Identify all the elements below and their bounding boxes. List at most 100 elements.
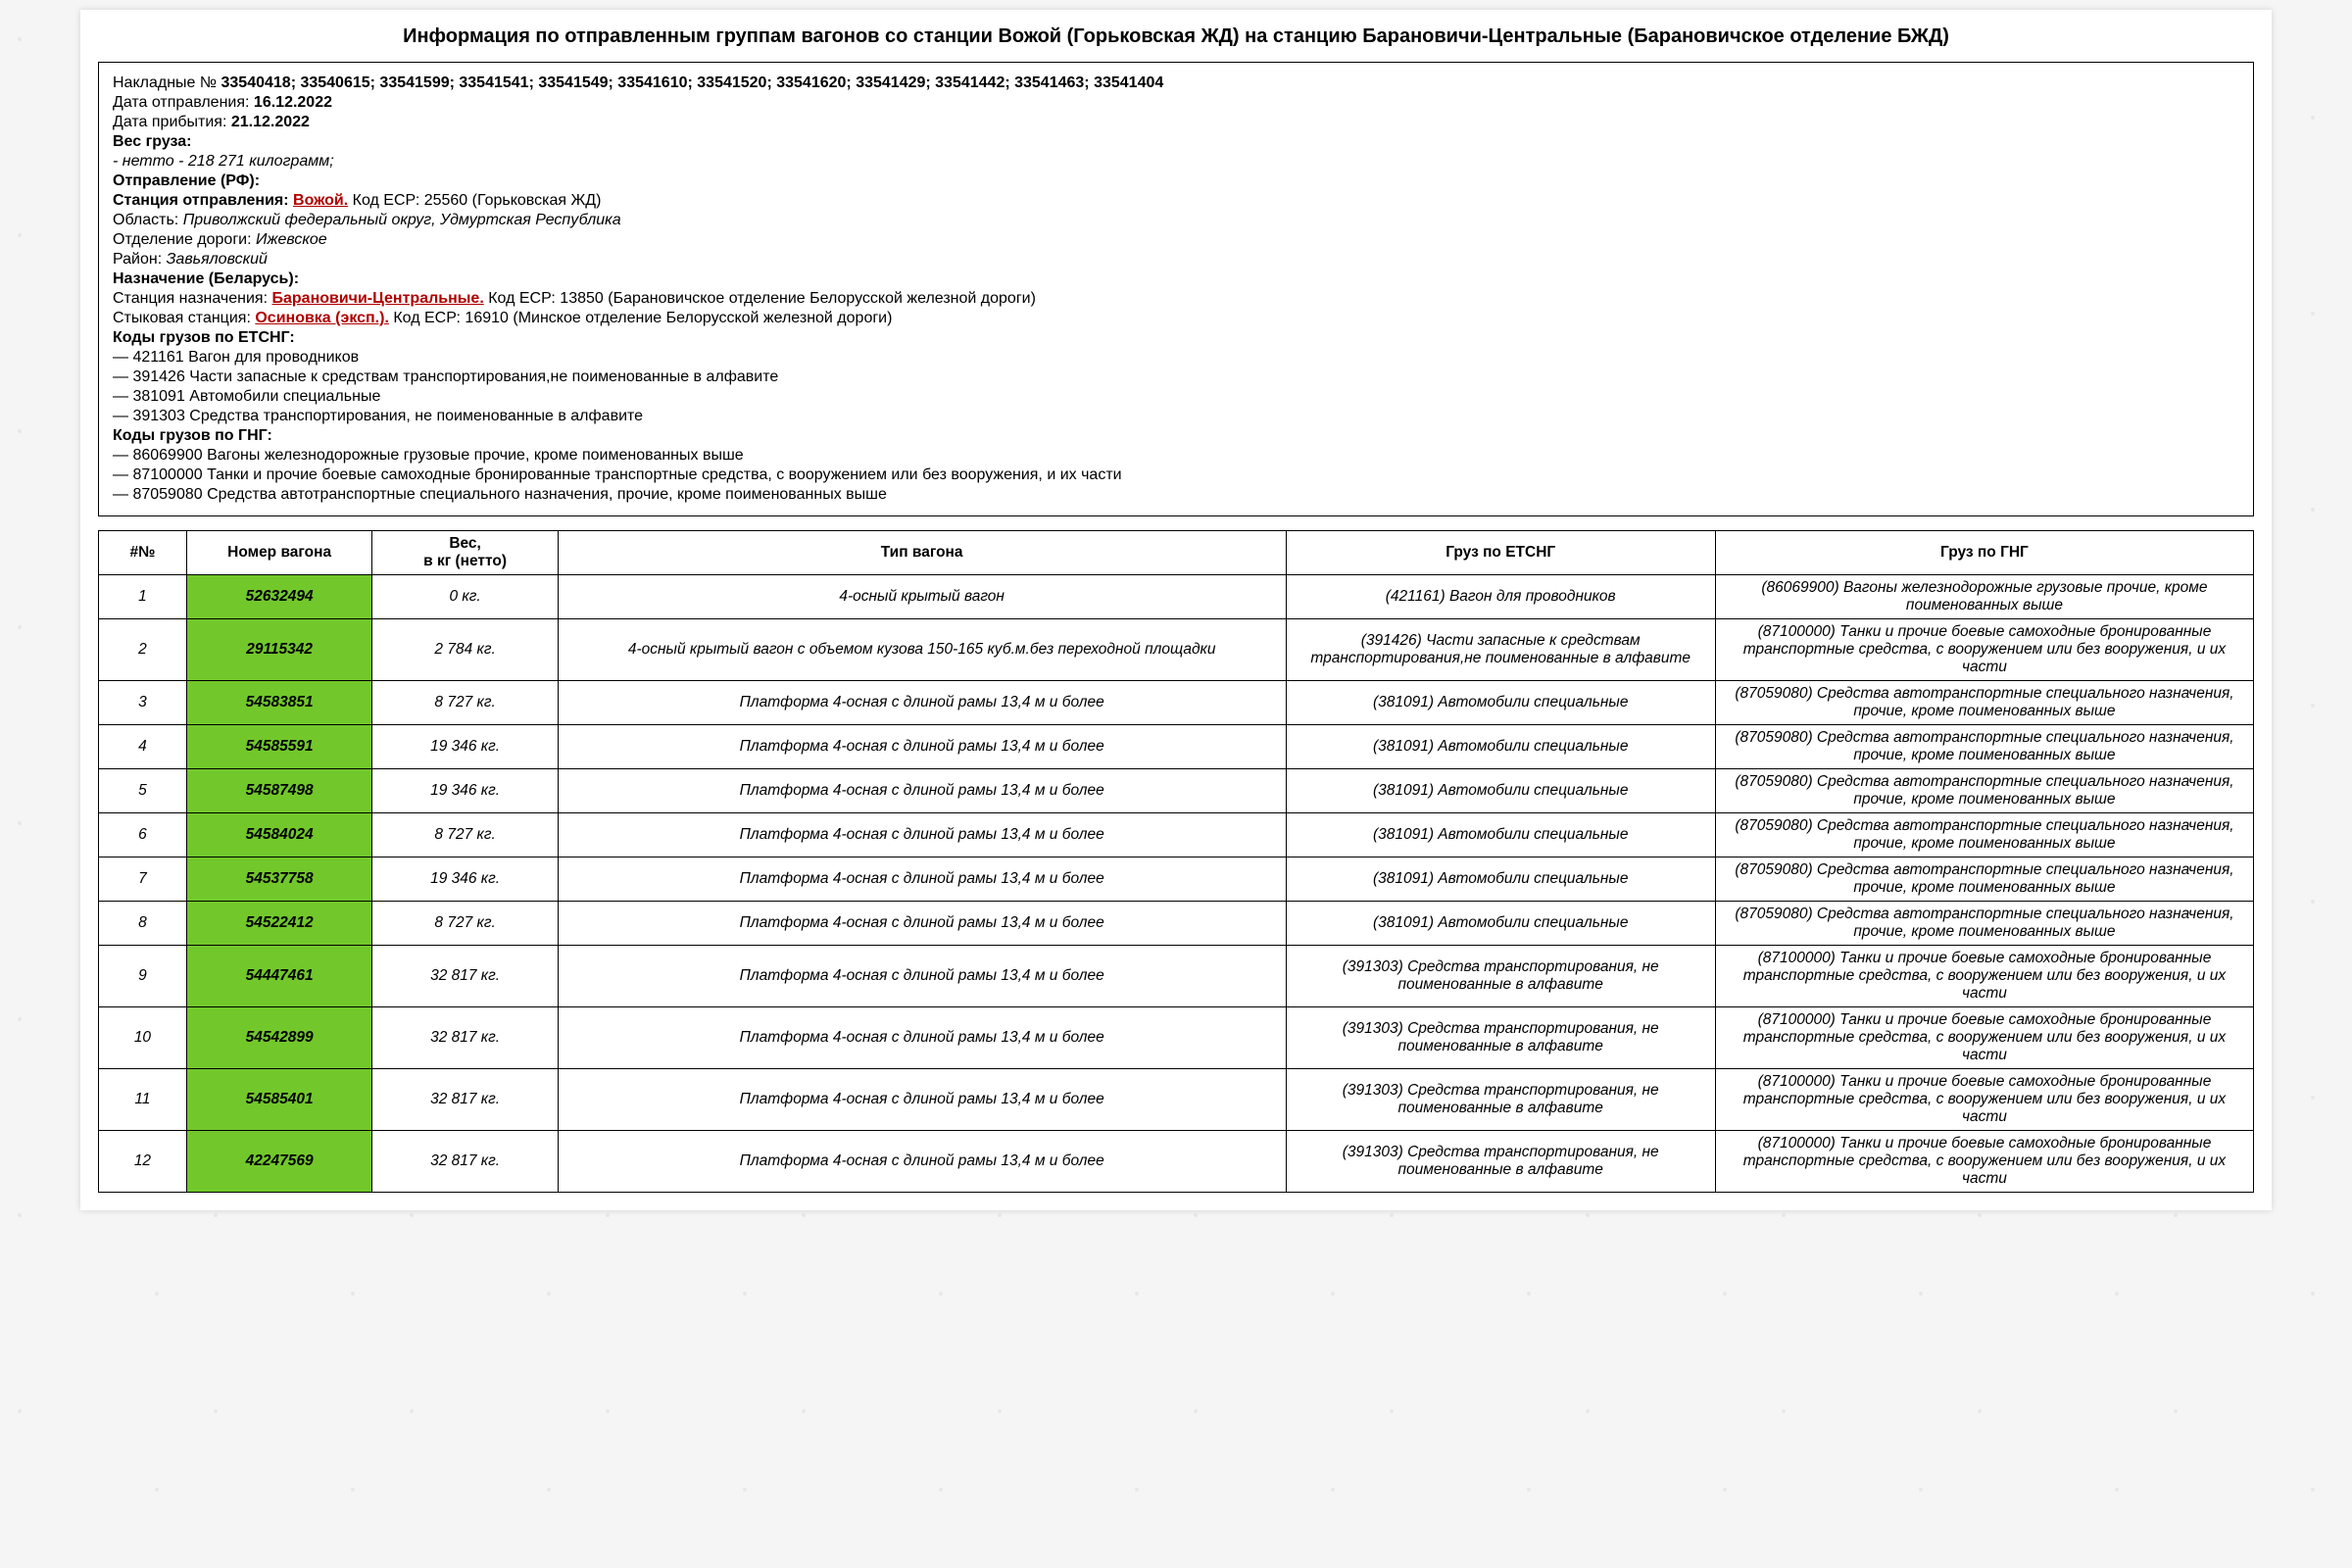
dest-station-link[interactable]: Барановичи-Центральные. bbox=[272, 290, 484, 307]
cell-gng: (87100000) Танки и прочие боевые самоход… bbox=[1715, 1131, 2253, 1193]
dep-date-label: Дата отправления: bbox=[113, 94, 249, 111]
origin-district-line: Район: Завьяловский bbox=[113, 251, 2239, 269]
origin-branch-label: Отделение дороги: bbox=[113, 231, 252, 248]
gng-code-item: — 87100000 Танки и прочие боевые самоход… bbox=[113, 466, 2239, 484]
origin-station-link[interactable]: Вожой. bbox=[293, 192, 348, 209]
table-row: 95444746132 817 кг.Платформа 4-осная с д… bbox=[99, 946, 2254, 1007]
waybills-line: Накладные № 33540418; 33540615; 33541599… bbox=[113, 74, 2239, 92]
origin-branch-line: Отделение дороги: Ижевское bbox=[113, 231, 2239, 249]
origin-header: Отправление (РФ): bbox=[113, 172, 2239, 190]
col-etsng: Груз по ЕТСНГ bbox=[1286, 531, 1715, 575]
junction-line: Стыковая станция: Осиновка (эксп.). Код … bbox=[113, 310, 2239, 327]
cell-index: 6 bbox=[99, 813, 187, 858]
cell-wagon-number: 54587498 bbox=[186, 769, 371, 813]
dep-date-value: 16.12.2022 bbox=[254, 94, 332, 111]
etsng-code-item: — 391426 Части запасные к средствам тран… bbox=[113, 368, 2239, 386]
gng-header: Коды грузов по ГНГ: bbox=[113, 427, 2239, 445]
cell-type: Платформа 4-осная с длиной рамы 13,4 м и… bbox=[558, 813, 1286, 858]
col-wagon: Номер вагона bbox=[186, 531, 371, 575]
table-row: 55458749819 346 кг.Платформа 4-осная с д… bbox=[99, 769, 2254, 813]
weight-header: Вес груза: bbox=[113, 133, 2239, 151]
col-number: #№ bbox=[99, 531, 187, 575]
cell-weight: 2 784 кг. bbox=[372, 619, 558, 681]
cell-gng: (87059080) Средства автотранспортные спе… bbox=[1715, 681, 2253, 725]
cell-weight: 8 727 кг. bbox=[372, 681, 558, 725]
cell-wagon-number: 54522412 bbox=[186, 902, 371, 946]
cell-gng: (86069900) Вагоны железнодорожные грузов… bbox=[1715, 575, 2253, 619]
table-row: 75453775819 346 кг.Платформа 4-осная с д… bbox=[99, 858, 2254, 902]
cell-wagon-number: 54585401 bbox=[186, 1069, 371, 1131]
cell-index: 3 bbox=[99, 681, 187, 725]
junction-link[interactable]: Осиновка (эксп.). bbox=[255, 310, 389, 326]
origin-station-rest: Код ЕСР: 25560 (Горьковская ЖД) bbox=[353, 192, 602, 209]
table-row: 115458540132 817 кг.Платформа 4-осная с … bbox=[99, 1069, 2254, 1131]
table-body: 1526324940 кг.4-осный крытый вагон(42116… bbox=[99, 575, 2254, 1193]
weight-net-label: - нетто - bbox=[113, 153, 183, 170]
arr-date-label: Дата прибытия: bbox=[113, 114, 226, 130]
cell-index: 12 bbox=[99, 1131, 187, 1193]
gng-code-item: — 87059080 Средства автотранспортные спе… bbox=[113, 486, 2239, 504]
table-row: 2291153422 784 кг.4-осный крытый вагон с… bbox=[99, 619, 2254, 681]
origin-region-line: Область: Приволжский федеральный округ, … bbox=[113, 212, 2239, 229]
cell-index: 11 bbox=[99, 1069, 187, 1131]
origin-station-label: Станция отправления: bbox=[113, 192, 289, 209]
cell-type: Платформа 4-осная с длиной рамы 13,4 м и… bbox=[558, 946, 1286, 1007]
col-type: Тип вагона bbox=[558, 531, 1286, 575]
cell-index: 1 bbox=[99, 575, 187, 619]
origin-district-label: Район: bbox=[113, 251, 162, 268]
cell-type: Платформа 4-осная с длиной рамы 13,4 м и… bbox=[558, 769, 1286, 813]
cell-weight: 32 817 кг. bbox=[372, 1069, 558, 1131]
cell-etsng: (381091) Автомобили специальные bbox=[1286, 769, 1715, 813]
origin-branch-value: Ижевское bbox=[256, 231, 327, 248]
cell-index: 8 bbox=[99, 902, 187, 946]
cell-gng: (87100000) Танки и прочие боевые самоход… bbox=[1715, 1007, 2253, 1069]
junction-label: Стыковая станция: bbox=[113, 310, 251, 326]
cell-gng: (87059080) Средства автотранспортные спе… bbox=[1715, 725, 2253, 769]
col-gng: Груз по ГНГ bbox=[1715, 531, 2253, 575]
table-row: 6545840248 727 кг.Платформа 4-осная с дл… bbox=[99, 813, 2254, 858]
cell-gng: (87059080) Средства автотранспортные спе… bbox=[1715, 858, 2253, 902]
cell-weight: 0 кг. bbox=[372, 575, 558, 619]
cell-etsng: (391426) Части запасные к средствам тран… bbox=[1286, 619, 1715, 681]
cell-wagon-number: 29115342 bbox=[186, 619, 371, 681]
cell-gng: (87059080) Средства автотранспортные спе… bbox=[1715, 902, 2253, 946]
arr-date-value: 21.12.2022 bbox=[231, 114, 310, 130]
cell-index: 5 bbox=[99, 769, 187, 813]
cell-weight: 19 346 кг. bbox=[372, 858, 558, 902]
cell-etsng: (391303) Средства транспортирования, не … bbox=[1286, 1131, 1715, 1193]
cell-weight: 19 346 кг. bbox=[372, 725, 558, 769]
wagons-table: #№ Номер вагона Вес,в кг (нетто) Тип ваг… bbox=[98, 530, 2254, 1193]
cell-etsng: (381091) Автомобили специальные bbox=[1286, 902, 1715, 946]
cell-weight: 8 727 кг. bbox=[372, 813, 558, 858]
cell-wagon-number: 54583851 bbox=[186, 681, 371, 725]
waybills-value: 33540418; 33540615; 33541599; 33541541; … bbox=[221, 74, 1164, 91]
cell-index: 4 bbox=[99, 725, 187, 769]
cell-type: Платформа 4-осная с длиной рамы 13,4 м и… bbox=[558, 681, 1286, 725]
etsng-code-item: — 381091 Автомобили специальные bbox=[113, 388, 2239, 406]
cell-wagon-number: 54585591 bbox=[186, 725, 371, 769]
cell-type: Платформа 4-осная с длиной рамы 13,4 м и… bbox=[558, 858, 1286, 902]
cell-weight: 8 727 кг. bbox=[372, 902, 558, 946]
cell-etsng: (381091) Автомобили специальные bbox=[1286, 681, 1715, 725]
cell-type: Платформа 4-осная с длиной рамы 13,4 м и… bbox=[558, 902, 1286, 946]
cell-gng: (87100000) Танки и прочие боевые самоход… bbox=[1715, 1069, 2253, 1131]
page: Информация по отправленным группам вагон… bbox=[80, 10, 2272, 1210]
origin-region-value: Приволжский федеральный округ, Удмуртска… bbox=[183, 212, 621, 228]
cell-index: 9 bbox=[99, 946, 187, 1007]
arr-date-line: Дата прибытия: 21.12.2022 bbox=[113, 114, 2239, 131]
origin-station-line: Станция отправления: Вожой. Код ЕСР: 255… bbox=[113, 192, 2239, 210]
cell-type: Платформа 4-осная с длиной рамы 13,4 м и… bbox=[558, 1069, 1286, 1131]
cell-type: Платформа 4-осная с длиной рамы 13,4 м и… bbox=[558, 1131, 1286, 1193]
cell-weight: 32 817 кг. bbox=[372, 1007, 558, 1069]
cell-etsng: (381091) Автомобили специальные bbox=[1286, 813, 1715, 858]
table-row: 45458559119 346 кг.Платформа 4-осная с д… bbox=[99, 725, 2254, 769]
dest-station-rest: Код ЕСР: 13850 (Барановичское отделение … bbox=[488, 290, 1036, 307]
etsng-code-item: — 421161 Вагон для проводников bbox=[113, 349, 2239, 367]
table-row: 105454289932 817 кг.Платформа 4-осная с … bbox=[99, 1007, 2254, 1069]
cell-type: 4-осный крытый вагон с объемом кузова 15… bbox=[558, 619, 1286, 681]
etsng-header: Коды грузов по ЕТСНГ: bbox=[113, 329, 2239, 347]
etsng-codes-list: — 421161 Вагон для проводников— 391426 Ч… bbox=[113, 349, 2239, 425]
etsng-code-item: — 391303 Средства транспортирования, не … bbox=[113, 408, 2239, 425]
table-row: 8545224128 727 кг.Платформа 4-осная с дл… bbox=[99, 902, 2254, 946]
cell-index: 7 bbox=[99, 858, 187, 902]
